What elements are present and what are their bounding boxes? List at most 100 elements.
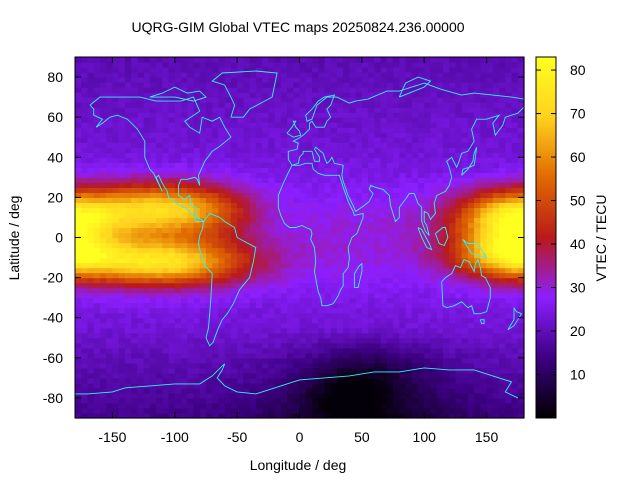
heatmap-cell [492,337,500,344]
heatmap-cell [224,127,232,133]
heatmap-cell [505,282,513,289]
heatmap-cell [243,342,251,349]
heatmap-cell [162,292,170,299]
heatmap-cell [480,277,488,284]
heatmap-cell [436,277,444,284]
heatmap-cell [187,267,195,274]
heatmap-cell [156,117,163,123]
heatmap-cell [237,247,244,254]
heatmap-cell [442,362,450,369]
heatmap-cell [324,342,332,349]
heatmap-cell [75,212,82,219]
heatmap-cell [380,242,388,249]
heatmap-cell [280,207,288,214]
heatmap-cell [243,302,251,309]
heatmap-cell [424,232,432,239]
heatmap-cell [361,352,369,359]
heatmap-cell [75,67,82,73]
heatmap-cell [480,92,488,98]
heatmap-cell [99,152,107,158]
heatmap-cell [355,307,363,314]
heatmap-cell [181,177,188,183]
heatmap-cell [224,107,232,113]
heatmap-cell [324,177,332,183]
heatmap-cell [112,67,120,73]
heatmap-cell [505,272,513,279]
heatmap-cell [380,97,388,103]
heatmap-cell [474,97,481,103]
heatmap-cell [230,367,238,374]
heatmap-cell [293,247,301,254]
heatmap-cell [461,387,469,394]
heatmap-cell [99,67,107,73]
heatmap-cell [368,267,375,274]
heatmap-cell [299,252,307,259]
heatmap-cell [168,247,176,254]
heatmap-cell [237,362,244,369]
heatmap-cell [455,202,463,209]
heatmap-cell [199,147,207,153]
heatmap-cell [511,402,519,409]
heatmap-cell [449,107,457,113]
heatmap-cell [355,267,363,274]
heatmap-cell [131,252,138,259]
heatmap-cell [330,122,338,128]
heatmap-cell [467,77,475,83]
heatmap-cell [424,292,432,299]
heatmap-cell [268,127,276,133]
heatmap-cell [162,142,170,148]
heatmap-cell [349,357,357,364]
heatmap-cell [168,132,176,138]
heatmap-cell [156,352,163,359]
heatmap-cell [156,232,163,239]
heatmap-cell [268,272,276,279]
heatmap-cell [280,377,288,384]
heatmap-cell [237,332,244,339]
heatmap-cell [124,262,132,269]
heatmap-cell [474,317,481,324]
heatmap-cell [224,397,232,404]
heatmap-cell [174,232,182,239]
heatmap-cell [124,97,132,103]
heatmap-cell [455,347,463,354]
heatmap-cell [436,202,444,209]
heatmap-cell [361,407,369,414]
heatmap-cell [255,332,263,339]
heatmap-cell [230,242,238,249]
heatmap-cell [486,367,494,374]
heatmap-cell [280,182,288,188]
heatmap-cell [205,82,213,88]
heatmap-cell [324,307,332,314]
heatmap-cell [293,307,301,314]
heatmap-cell [81,402,89,409]
heatmap-cell [230,342,238,349]
heatmap-cell [442,252,450,259]
heatmap-cell [112,292,120,299]
heatmap-cell [305,247,313,254]
heatmap-cell [156,407,163,414]
heatmap-cell [287,72,294,78]
heatmap-cell [187,92,195,98]
heatmap-cell [311,112,319,118]
heatmap-cell [417,302,425,309]
heatmap-cell [93,367,101,374]
heatmap-cell [237,197,244,203]
heatmap-cell [311,162,319,168]
heatmap-cell [311,297,319,304]
heatmap-cell [131,397,138,404]
heatmap-cell [405,242,413,249]
heatmap-cell [131,342,138,349]
heatmap-cell [93,327,101,334]
heatmap-cell [199,297,207,304]
heatmap-cell [118,222,126,229]
heatmap-cell [268,207,276,214]
heatmap-cell [112,147,120,153]
heatmap-cell [262,232,269,239]
heatmap-cell [237,382,244,389]
heatmap-cell [499,197,506,203]
heatmap-cell [75,112,82,118]
heatmap-cell [81,137,89,143]
heatmap-cell [442,167,450,173]
heatmap-cell [411,112,419,118]
heatmap-cell [193,347,201,354]
